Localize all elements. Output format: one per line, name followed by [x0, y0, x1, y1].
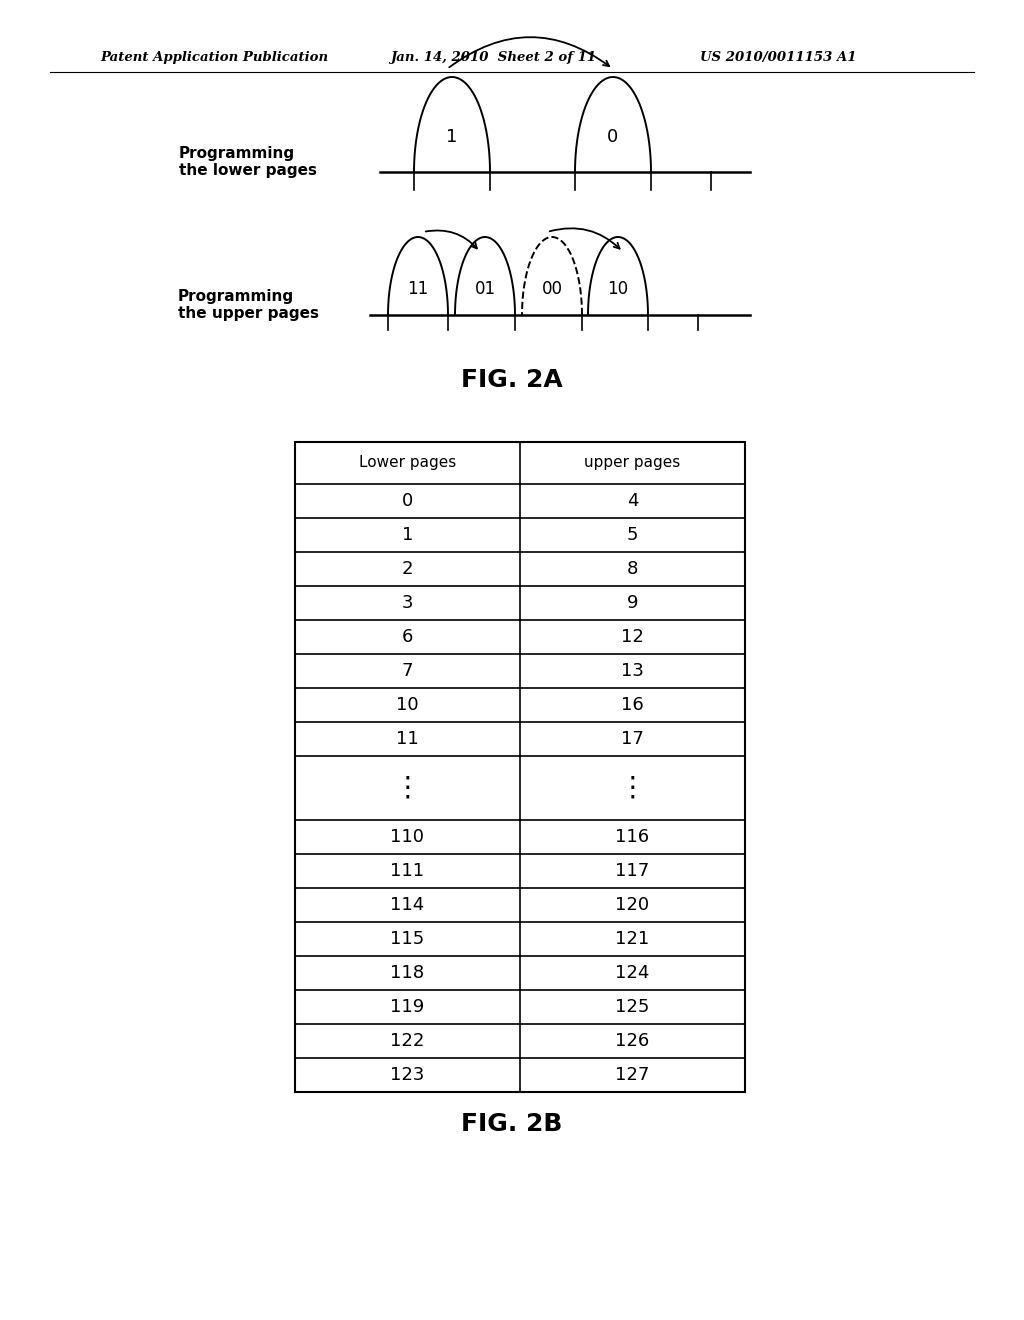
Text: 111: 111: [390, 862, 425, 880]
Text: 118: 118: [390, 964, 425, 982]
Text: upper pages: upper pages: [585, 455, 681, 470]
Text: 122: 122: [390, 1032, 425, 1049]
Text: 01: 01: [474, 280, 496, 298]
Text: 117: 117: [615, 862, 649, 880]
Text: ⋮: ⋮: [393, 774, 421, 803]
Text: 0: 0: [401, 492, 413, 510]
Text: 11: 11: [396, 730, 419, 748]
Text: 8: 8: [627, 560, 638, 578]
Text: Lower pages: Lower pages: [358, 455, 456, 470]
Text: 124: 124: [615, 964, 649, 982]
Text: 13: 13: [622, 663, 644, 680]
Text: 11: 11: [408, 280, 429, 298]
Text: Patent Application Publication: Patent Application Publication: [100, 51, 328, 65]
Text: 7: 7: [401, 663, 414, 680]
Text: 125: 125: [615, 998, 649, 1016]
Text: 114: 114: [390, 896, 425, 913]
Text: 121: 121: [615, 931, 649, 948]
Text: Programming
the lower pages: Programming the lower pages: [179, 145, 317, 178]
Text: 127: 127: [615, 1067, 649, 1084]
Text: 0: 0: [607, 128, 618, 147]
Text: Jan. 14, 2010  Sheet 2 of 11: Jan. 14, 2010 Sheet 2 of 11: [390, 51, 596, 65]
Text: 126: 126: [615, 1032, 649, 1049]
Text: ⋮: ⋮: [618, 774, 646, 803]
Text: 116: 116: [615, 828, 649, 846]
Text: 5: 5: [627, 525, 638, 544]
Text: 110: 110: [390, 828, 425, 846]
Text: FIG. 2B: FIG. 2B: [462, 1111, 562, 1137]
Text: 2: 2: [401, 560, 414, 578]
Text: Programming
the upper pages: Programming the upper pages: [177, 289, 318, 321]
Text: 123: 123: [390, 1067, 425, 1084]
Text: 10: 10: [607, 280, 629, 298]
Text: 12: 12: [622, 628, 644, 645]
Text: 119: 119: [390, 998, 425, 1016]
Bar: [295, 442, 745, 1092]
Text: 1: 1: [446, 128, 458, 147]
Text: 9: 9: [627, 594, 638, 612]
Text: 120: 120: [615, 896, 649, 913]
Text: 10: 10: [396, 696, 419, 714]
Text: FIG. 2A: FIG. 2A: [461, 368, 563, 392]
Text: 17: 17: [622, 730, 644, 748]
Text: 3: 3: [401, 594, 414, 612]
Text: US 2010/0011153 A1: US 2010/0011153 A1: [700, 51, 856, 65]
Text: 6: 6: [401, 628, 414, 645]
Text: 00: 00: [542, 280, 562, 298]
Text: 4: 4: [627, 492, 638, 510]
Text: 1: 1: [401, 525, 414, 544]
Text: 115: 115: [390, 931, 425, 948]
Text: 16: 16: [622, 696, 644, 714]
